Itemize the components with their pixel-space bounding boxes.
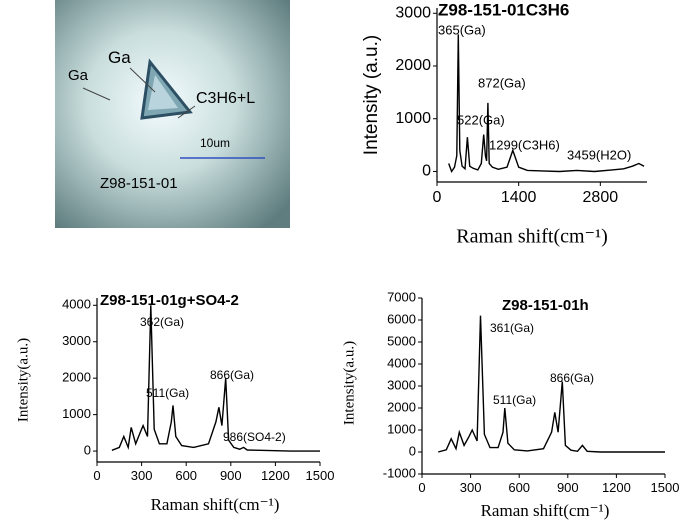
peak-label: 522(Ga) [457, 112, 505, 127]
peak-label: 986(SO4-2) [223, 430, 286, 444]
peak-label: 511(Ga) [493, 393, 536, 407]
x-tick-label: 1200 [602, 480, 631, 495]
y-tick-label: 4000 [387, 355, 416, 370]
y-axis-label: Intensity(a.u.) [15, 338, 31, 422]
y-axis-label: Intensity (a.u.) [361, 35, 382, 155]
spectrum-line [448, 34, 645, 174]
peak-label: 365(Ga) [438, 22, 486, 37]
x-tick-label: 900 [220, 468, 242, 483]
chart-title: Z98-151-01h [502, 297, 589, 314]
y-axis-label: Intensity(a.u.) [341, 341, 357, 425]
y-tick-label: 0 [409, 443, 416, 458]
photo-label: C3H6+L [196, 90, 255, 107]
x-axis-label: Raman shift(cm⁻¹) [456, 226, 608, 248]
y-tick-label: 2000 [395, 57, 431, 74]
peak-label: 866(Ga) [550, 371, 594, 385]
x-tick-label: 300 [460, 480, 482, 495]
y-tick-label: 0 [84, 443, 91, 458]
peak-label: 361(Ga) [490, 321, 534, 335]
x-tick-label: 0 [93, 468, 100, 483]
sample-label: Z98-151-01 [100, 175, 178, 192]
spectrum-line [111, 305, 320, 452]
y-tick-label: 0 [422, 163, 431, 180]
pointer [82, 87, 111, 101]
x-axis-label: Raman shift(cm⁻¹) [481, 501, 610, 520]
pointer [177, 105, 196, 119]
x-tick-label: 900 [557, 480, 579, 495]
pointer [129, 67, 156, 93]
y-tick-label: 1000 [395, 110, 431, 127]
y-tick-label: 6000 [387, 311, 416, 326]
x-tick-label: 1500 [306, 468, 335, 483]
y-tick-label: 4000 [62, 297, 91, 312]
spectrum-line [438, 315, 665, 453]
x-tick-label: 600 [175, 468, 197, 483]
y-tick-label: 7000 [387, 289, 416, 304]
micrograph: Ga Ga C3H6+L 10um Z98-151-01 [55, 0, 290, 228]
y-tick-label: 1000 [62, 406, 91, 421]
peak-label: 1299(C3H6) [489, 137, 560, 152]
chart-title: Z98-151-01C3H6 [438, 0, 569, 19]
y-tick-label: 1000 [387, 421, 416, 436]
x-axis-label: Raman shift(cm⁻¹) [151, 495, 280, 514]
y-tick-label: 5000 [387, 333, 416, 348]
y-tick-label: -1000 [383, 465, 416, 480]
photo-label: Ga [108, 48, 131, 67]
photo-label: Ga [68, 67, 89, 84]
x-tick-label: 1500 [651, 480, 680, 495]
x-tick-label: 1200 [261, 468, 290, 483]
y-tick-label: 3000 [395, 4, 431, 21]
chart: 0 1000 2000 3000 4000 0 300 600 900 1200 1500 Z98-1… [15, 292, 334, 514]
chart-title: Z98-151-01g+SO4-2 [100, 292, 239, 309]
bubble [148, 75, 178, 110]
x-tick-label: 0 [433, 189, 442, 206]
peak-label: 866(Ga) [210, 368, 254, 382]
peak-label: 362(Ga) [140, 315, 184, 329]
x-tick-label: 600 [508, 480, 530, 495]
x-tick-label: 1400 [501, 189, 537, 206]
y-tick-label: 3000 [387, 377, 416, 392]
x-tick-label: 300 [131, 468, 153, 483]
chart: 0 1000 2000 3000 0 1400 2800 Z98-151-01C3H6 365(… [361, 0, 647, 248]
peak-label: 872(Ga) [478, 75, 526, 90]
peak-label: 3459(H2O) [567, 147, 631, 162]
peak-label: 511(Ga) [146, 386, 189, 400]
scale-label: 10um [200, 136, 230, 150]
y-tick-label: 2000 [62, 370, 91, 385]
y-tick-label: 2000 [387, 399, 416, 414]
x-tick-label: 0 [418, 480, 425, 495]
x-tick-label: 2800 [583, 189, 619, 206]
y-tick-label: 3000 [62, 333, 91, 348]
